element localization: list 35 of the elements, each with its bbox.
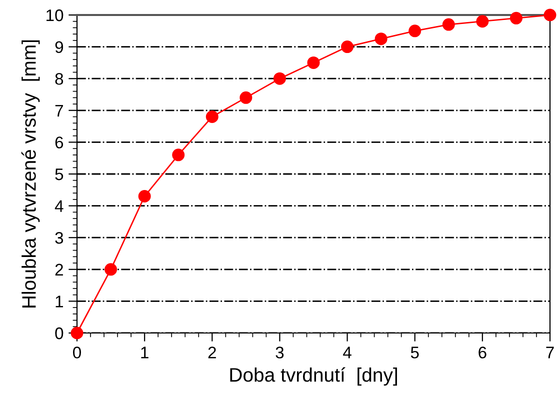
x-tick-label: 4 <box>343 346 352 358</box>
y-axis-title: Hloubka vytvrzené vrstvy [mm] <box>21 40 40 308</box>
y-tick-label: 6 <box>55 136 64 148</box>
point <box>374 32 388 46</box>
point <box>206 110 218 124</box>
y-tick-label: 5 <box>55 168 64 180</box>
point <box>442 18 455 31</box>
point <box>273 72 286 85</box>
x-tick-label: 7 <box>546 346 554 358</box>
point <box>544 8 556 22</box>
y-tick-label: 8 <box>55 73 64 85</box>
point <box>341 40 354 54</box>
x-tick-label: 0 <box>73 346 81 358</box>
x-tick-label: 1 <box>141 346 148 358</box>
x-tick-label: 5 <box>410 346 419 358</box>
point <box>240 91 252 104</box>
y-tick-label: 9 <box>55 41 64 54</box>
y-tick-label: 10 <box>46 9 64 22</box>
point <box>510 12 522 24</box>
y-tick-label: 2 <box>55 264 63 276</box>
y-tick-label: 4 <box>54 200 64 212</box>
x-tick-label: 6 <box>478 346 486 358</box>
x-axis-title: Doba tvrdnutí [dny] <box>230 367 397 386</box>
x-tick-label: 3 <box>276 346 284 358</box>
point <box>307 56 320 69</box>
point <box>138 190 151 203</box>
point <box>408 24 422 38</box>
point <box>104 263 118 276</box>
point <box>476 15 489 28</box>
y-tick-label: 1 <box>56 296 63 308</box>
y-tick-label: 0 <box>55 327 64 340</box>
y-tick-label: 3 <box>55 232 64 244</box>
x-tick-label: 2 <box>208 346 216 358</box>
point <box>172 148 185 162</box>
y-tick-label: 7 <box>55 104 63 116</box>
